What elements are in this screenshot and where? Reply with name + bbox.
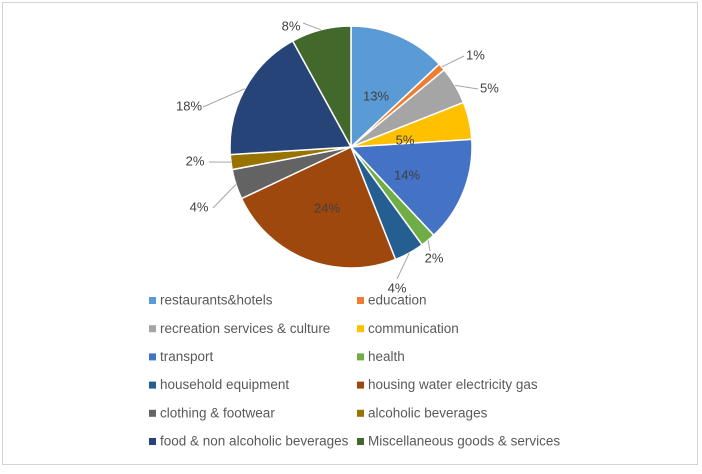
leader-line-2 — [455, 84, 479, 90]
legend-label-10: food & non alcoholic beverages — [160, 434, 349, 449]
data-label-3: 5% — [396, 132, 415, 147]
pie-slices — [229, 25, 473, 269]
legend-swatch-3 — [357, 325, 364, 333]
data-label-10: 18% — [176, 98, 202, 113]
leader-line-8 — [212, 184, 237, 209]
legend-swatch-8 — [149, 409, 156, 417]
legend-swatch-7 — [357, 381, 364, 389]
data-label-11: 8% — [282, 18, 301, 33]
data-labels: 13% 1% 5% 5% 14% 2% 4% 24% 4% 2% 18% 8% — [176, 18, 499, 295]
slice-food-non-alcoholic-beverages[interactable] — [229, 39, 353, 156]
legend-swatch-10 — [149, 438, 156, 445]
slice-miscellaneous-goods-services[interactable] — [291, 25, 352, 148]
leader-line-5 — [427, 240, 431, 252]
legend-label-9: alcoholic beverages — [368, 405, 488, 420]
legend-swatch-0 — [149, 297, 156, 304]
legend-swatch-1 — [357, 297, 364, 304]
legend-label-8: clothing & footwear — [160, 405, 275, 420]
legend-label-2: recreation services & culture — [160, 321, 330, 336]
legend-swatch-5 — [357, 353, 364, 361]
legend-label-0: restaurants&hotels — [160, 293, 273, 308]
data-label-5: 2% — [425, 250, 444, 265]
data-label-7: 24% — [314, 200, 340, 215]
slice-transport[interactable] — [349, 138, 473, 237]
data-label-2: 5% — [480, 80, 499, 95]
legend-swatch-9 — [357, 409, 364, 417]
legend-label-6: household equipment — [160, 377, 289, 392]
legend-swatch-2 — [149, 325, 156, 333]
leader-lines — [202, 22, 479, 280]
leader-line-10 — [202, 88, 246, 108]
leader-line-1 — [441, 55, 465, 68]
legend-swatch-6 — [149, 381, 156, 389]
data-label-6: 4% — [388, 280, 407, 295]
legend-label-3: communication — [368, 321, 459, 336]
legend: restaurants&hotels education recreation se… — [149, 293, 560, 449]
legend-label-1: education — [368, 293, 427, 308]
legend-swatch-4 — [149, 353, 156, 361]
data-label-0: 13% — [363, 88, 389, 103]
legend-label-7: housing water electricity gas — [368, 377, 538, 392]
slice-housing-water-electricity-gas[interactable] — [240, 145, 397, 269]
legend-label-4: transport — [160, 349, 214, 364]
legend-label-5: health — [368, 349, 405, 364]
data-label-1: 1% — [466, 47, 485, 62]
data-label-9: 2% — [186, 153, 205, 168]
slice-restaurants-hotels[interactable] — [350, 25, 441, 149]
data-label-4: 14% — [394, 167, 420, 182]
leader-line-11 — [302, 22, 322, 31]
data-label-8: 4% — [190, 199, 209, 214]
legend-label-11: Miscellaneous goods & services — [368, 434, 560, 449]
leader-line-6 — [396, 252, 410, 280]
legend-swatch-11 — [357, 438, 364, 445]
